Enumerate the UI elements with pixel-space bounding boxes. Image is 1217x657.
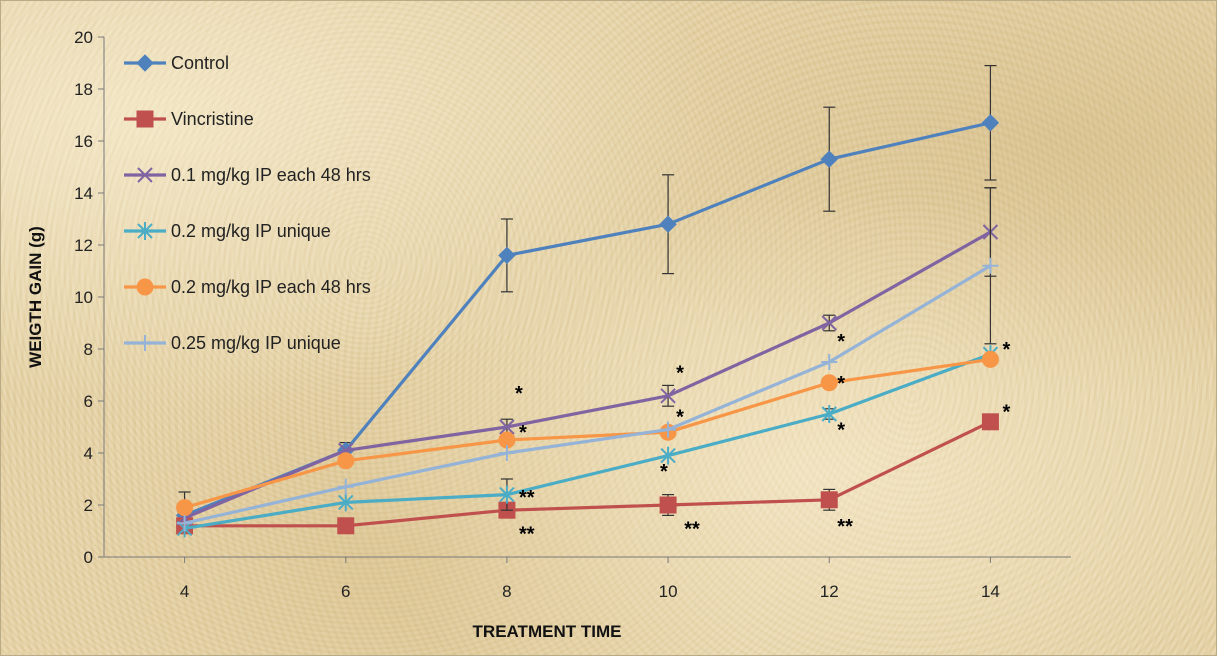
data-point [498, 246, 516, 265]
legend-label: Control [171, 53, 229, 73]
data-point [659, 215, 677, 233]
significance-mark: ** [519, 524, 535, 546]
legend-label: 0.1 mg/kg IP each 48 hrs [171, 165, 371, 185]
y-tick-label: 14 [74, 184, 93, 203]
y-tick-label: 10 [74, 288, 93, 307]
legend-item-2: Vincristine [124, 109, 254, 129]
legend-marker [137, 222, 153, 240]
x-tick-label: 6 [341, 582, 350, 601]
series-5 [176, 350, 999, 524]
legend-item-1: Control [124, 53, 229, 73]
data-point [659, 496, 677, 514]
axes [98, 36, 1071, 563]
legend-label: Vincristine [171, 109, 254, 129]
series-line [184, 352, 991, 530]
y-tick-label: 2 [84, 496, 93, 515]
series-line [184, 264, 992, 525]
y-tick-label: 18 [74, 80, 93, 99]
x-tick-label: 4 [180, 582, 189, 601]
x-tick-label: 14 [981, 582, 1000, 601]
y-tick-label: 20 [74, 28, 93, 47]
series-line [184, 420, 992, 528]
data-point [176, 515, 193, 532]
significance-mark: * [676, 407, 684, 429]
significance-mark: ** [519, 487, 535, 509]
significance-mark: ** [684, 518, 700, 540]
legend-marker [136, 110, 154, 128]
significance-mark: * [837, 420, 845, 442]
data-point [660, 388, 676, 404]
data-point [660, 446, 676, 465]
data-point [981, 114, 1000, 132]
y-tick-label: 0 [84, 548, 93, 567]
y-axis-title: WEIGTH GAIN (g) [26, 226, 45, 368]
significance-mark: * [1003, 401, 1011, 423]
significance-mark: * [837, 331, 845, 353]
legend-item-3: 0.1 mg/kg IP each 48 hrs [124, 165, 371, 185]
significance-mark: * [676, 362, 684, 384]
data-point [499, 485, 515, 504]
series-line [184, 357, 991, 510]
significance-mark: * [660, 461, 668, 483]
legend: Control Vincristine 0.1 mg/kg IP each 48 h… [124, 53, 371, 353]
data-point [338, 493, 354, 512]
y-tick-label: 12 [74, 236, 93, 255]
significance-mark: ** [837, 516, 853, 538]
legend-marker [136, 54, 154, 72]
data-point [821, 315, 837, 331]
y-tick-label: 6 [84, 392, 93, 411]
y-tick-label: 16 [74, 132, 93, 151]
data-point [337, 517, 355, 535]
legend-item-5: 0.2 mg/kg IP each 48 hrs [124, 277, 371, 297]
data-point [982, 257, 999, 274]
data-point [820, 374, 838, 392]
significance-mark: * [515, 383, 523, 405]
y-tick-label: 4 [84, 444, 93, 463]
legend-item-6: 0.25 mg/kg IP unique [124, 333, 341, 353]
x-axis-title: TREATMENT TIME [473, 622, 622, 641]
data-point [337, 452, 355, 470]
data-point [821, 405, 837, 423]
legend-item-4: 0.2 mg/kg IP unique [124, 221, 331, 241]
series-line [183, 230, 992, 520]
series-6 [176, 187, 999, 532]
y-tick-label: 8 [84, 340, 93, 359]
data-point [176, 499, 194, 517]
data-point [981, 413, 999, 431]
significance-mark: * [519, 422, 527, 444]
data-point [820, 150, 838, 168]
data-point [821, 354, 838, 370]
data-point [498, 445, 515, 461]
legend-marker [136, 278, 154, 296]
data-point [337, 478, 354, 495]
significance-mark: * [837, 373, 845, 395]
legend-label: 0.25 mg/kg IP unique [171, 333, 341, 353]
legend-label: 0.2 mg/kg IP unique [171, 221, 331, 241]
data-point [981, 350, 999, 368]
data-point [660, 421, 677, 438]
significance-annotations: ****************** [515, 331, 1011, 545]
x-tick-label: 10 [659, 582, 678, 601]
legend-label: 0.2 mg/kg IP each 48 hrs [171, 277, 371, 297]
legend-marker [137, 167, 153, 183]
data-point [820, 491, 838, 509]
x-tick-label: 12 [820, 582, 839, 601]
tick-labels: 0 2 4 6 8 10 12 14 16 18 20 4 6 8 10 12 14 [74, 28, 1000, 601]
x-tick-label: 8 [502, 582, 511, 601]
legend-marker [137, 335, 153, 351]
data-point [499, 419, 515, 435]
series-lines [175, 64, 1000, 538]
significance-mark: * [1003, 339, 1011, 361]
